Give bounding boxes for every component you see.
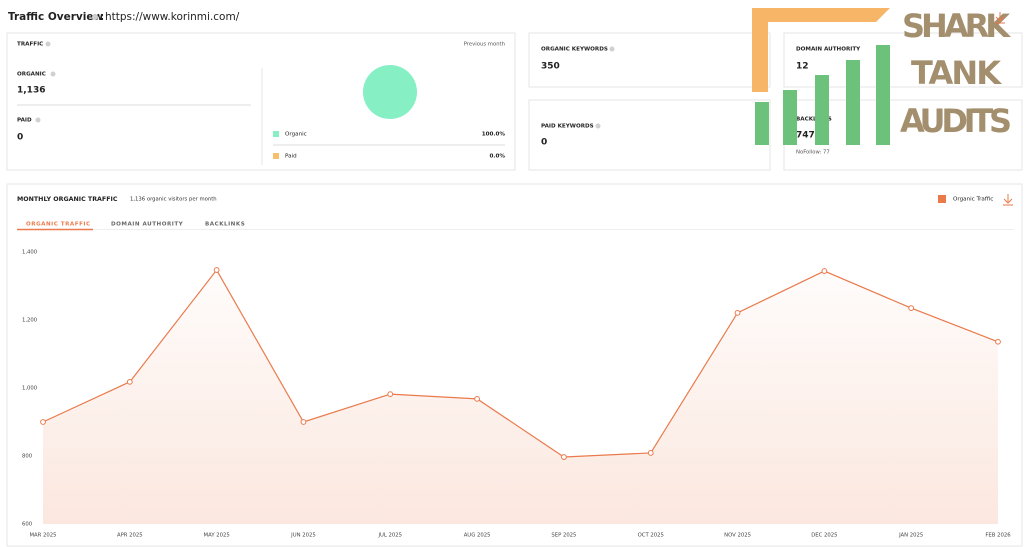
pie-slice <box>363 65 417 119</box>
legend-swatch <box>938 195 946 203</box>
legend-label: Paid <box>285 154 297 160</box>
organic-label: ORGANIC <box>17 72 46 78</box>
info-icon <box>595 123 601 129</box>
card-title: TRAFFIC <box>17 42 43 48</box>
legend-label: Organic Traffic <box>953 197 993 203</box>
metric-value: 0 <box>541 138 547 148</box>
data-point <box>561 454 567 460</box>
data-point <box>474 395 480 402</box>
logo-bar <box>815 75 829 145</box>
y-tick-label: 1,400 <box>22 250 38 256</box>
data-point <box>908 305 915 312</box>
period: Previous month <box>464 42 505 48</box>
logo-text: SHARK <box>902 7 1011 45</box>
legend-swatch <box>273 131 279 137</box>
area-fill <box>43 270 998 524</box>
metric-value: 12 <box>796 62 809 72</box>
logo-text: TANK <box>911 54 1002 92</box>
paid-label: PAID <box>17 118 32 124</box>
chart-subtitle: 1,136 organic visitors per month <box>130 197 217 203</box>
y-tick-label: 600 <box>22 522 33 528</box>
data-point <box>647 450 654 456</box>
x-tick-label: MAR 2025 <box>29 533 56 539</box>
metric-label: ORGANIC KEYWORDS <box>541 47 608 53</box>
x-tick-label: SEP 2025 <box>551 533 576 539</box>
x-tick-label: DEC 2025 <box>811 533 837 539</box>
metric-card <box>528 32 771 88</box>
x-tick-label: NOV 2025 <box>724 533 751 539</box>
site-url[interactable]: https://www.korinmi.com/ <box>105 11 240 23</box>
x-tick-label: MAY 2025 <box>204 533 230 539</box>
info-icon <box>50 71 56 77</box>
x-tick-label: FEB 2026 <box>985 533 1011 539</box>
download-icon[interactable] <box>1003 194 1013 206</box>
logo: SHARK TANK AUDITS <box>752 7 1012 145</box>
logo-frame <box>752 8 890 92</box>
legend-swatch <box>273 153 279 159</box>
logo-bar <box>783 90 797 145</box>
x-tick-label: JUN 2025 <box>290 533 316 539</box>
data-point <box>300 419 307 425</box>
logo-bar <box>755 102 769 145</box>
legend-value: 0.0% <box>489 154 505 160</box>
data-point <box>821 268 828 274</box>
x-tick-label: JAN 2025 <box>898 533 923 539</box>
data-point <box>387 391 394 398</box>
info-icon <box>609 46 615 52</box>
metric-note: NoFollow: 77 <box>796 150 830 156</box>
y-tick-label: 1,000 <box>22 386 38 392</box>
tab[interactable]: DOMAIN AUTHORITY <box>111 222 184 228</box>
tab[interactable]: BACKLINKS <box>205 222 245 228</box>
info-icon <box>92 14 98 20</box>
legend-value: 100.0% <box>482 132 506 138</box>
x-tick-label: APR 2025 <box>117 533 143 539</box>
data-point <box>126 378 133 385</box>
metric-value: 350 <box>541 62 560 72</box>
tab[interactable]: ORGANIC TRAFFIC <box>26 222 91 228</box>
info-icon <box>35 117 41 123</box>
logo-bar <box>846 60 860 145</box>
x-tick-label: JUL 2025 <box>377 533 402 539</box>
page-title: Traffic Overview <box>8 11 103 23</box>
logo-bar <box>876 45 890 145</box>
metric-value: 747 <box>796 131 815 141</box>
y-tick-label: 1,200 <box>22 318 38 324</box>
y-tick-label: 800 <box>22 454 33 460</box>
x-tick-label: AUG 2025 <box>464 533 491 539</box>
organic-value: 1,136 <box>17 86 45 96</box>
x-tick-label: OCT 2025 <box>638 533 664 539</box>
chart-title: MONTHLY ORGANIC TRAFFIC <box>17 196 118 203</box>
data-point <box>734 309 741 316</box>
logo-text: AUDITS <box>900 102 1012 140</box>
data-point <box>40 419 46 425</box>
info-icon <box>45 41 51 47</box>
data-point <box>213 267 220 273</box>
separator: : <box>100 11 104 23</box>
data-point <box>995 338 1001 345</box>
series-line <box>42 268 999 458</box>
paid-value: 0 <box>17 133 23 143</box>
metric-label: PAID KEYWORDS <box>541 124 594 130</box>
download-icon[interactable] <box>995 12 1005 24</box>
legend-label: Organic <box>285 132 307 138</box>
metric-label: DOMAIN AUTHORITY <box>796 47 861 53</box>
traffic-card <box>6 32 516 171</box>
metric-label: BACKLINKS <box>796 117 832 123</box>
metric-card <box>528 99 771 171</box>
metric-card <box>783 32 1023 88</box>
